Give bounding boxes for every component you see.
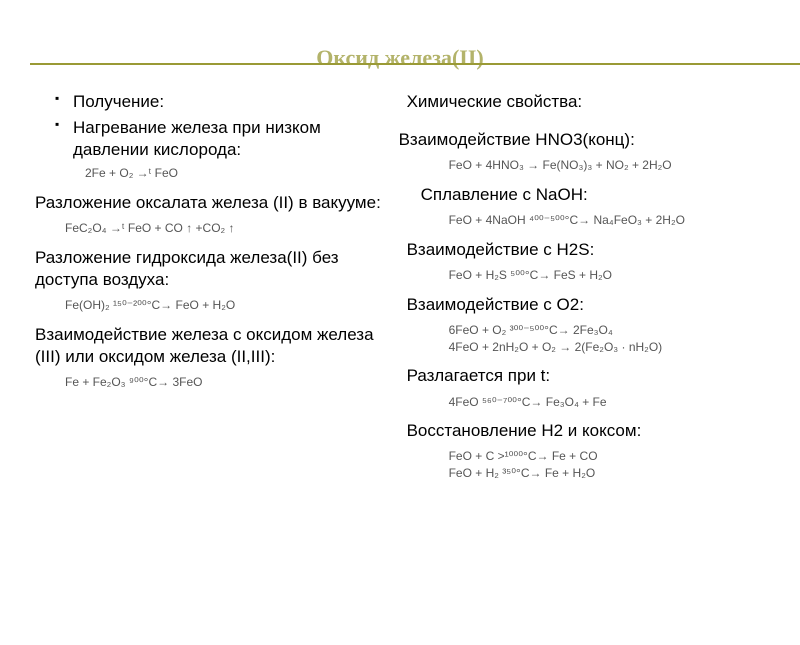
accent-bar [30,63,800,65]
props-heading: Химические свойства: [407,91,776,113]
obtain-heading: Получение: [55,91,382,113]
h2s-formula: FeO + H₂S ⁵⁰⁰°C→ FeS + H₂O [449,267,776,284]
heating-formula: 2Fe + O₂ →ᵗ FeO [85,165,382,182]
feoxide-heading: Взаимодействие железа с оксидом железа (… [35,324,382,368]
hydroxide-heading: Разложение гидроксида железа(II) без дос… [35,247,382,291]
decomp-formula: 4FeO ⁵⁶⁰⁻⁷⁰⁰°C→ Fe₃O₄ + Fe [449,394,776,411]
hno3-formula: FeO + 4HNO₃ → Fe(NO₃)₃ + NO₂ + 2H₂O [449,157,776,174]
oxalate-formula: FeC₂O₄ →ᵗ FeO + CO ↑ +CO₂ ↑ [65,220,382,237]
reduct-formula: FeO + C >¹⁰⁰⁰°C→ Fe + CO FeO + H₂ ³⁵⁰°C→… [449,448,776,482]
o2-formula: 6FeO + O₂ ³⁰⁰⁻⁵⁰⁰°C→ 2Fe₃O₄ 4FeO + 2nH₂O… [449,322,776,356]
slide-title: Оксид железа(II) [0,45,800,71]
left-column: Получение: Нагревание железа при низком … [55,91,382,492]
heating-heading: Нагревание железа при низком давлении ки… [55,117,382,161]
naoh-formula: FeO + 4NaOH ⁴⁰⁰⁻⁵⁰⁰°C→ Na₄FeO₃ + 2H₂O [449,212,776,229]
h2s-heading: Взаимодействие с H2S: [407,239,776,261]
oxalate-heading: Разложение оксалата железа (II) в вакуум… [35,192,382,214]
content-columns: Получение: Нагревание железа при низком … [0,91,800,492]
reduct-heading: Восстановление H2 и коксом: [407,420,776,442]
hydroxide-formula: Fe(OH)₂ ¹⁵⁰⁻²⁰⁰°C→ FeO + H₂O [65,297,382,314]
feoxide-formula: Fe + Fe₂O₃ ⁹⁰⁰°C→ 3FeO [65,374,382,391]
right-column: Химические свойства: Взаимодействие HNO3… [407,91,776,492]
decomp-heading: Разлагается при t: [407,365,776,387]
naoh-heading: Сплавление с NaOH: [421,184,776,206]
hno3-heading: Взаимодействие HNO3(конц): [399,129,776,151]
o2-heading: Взаимодействие с O2: [407,294,776,316]
